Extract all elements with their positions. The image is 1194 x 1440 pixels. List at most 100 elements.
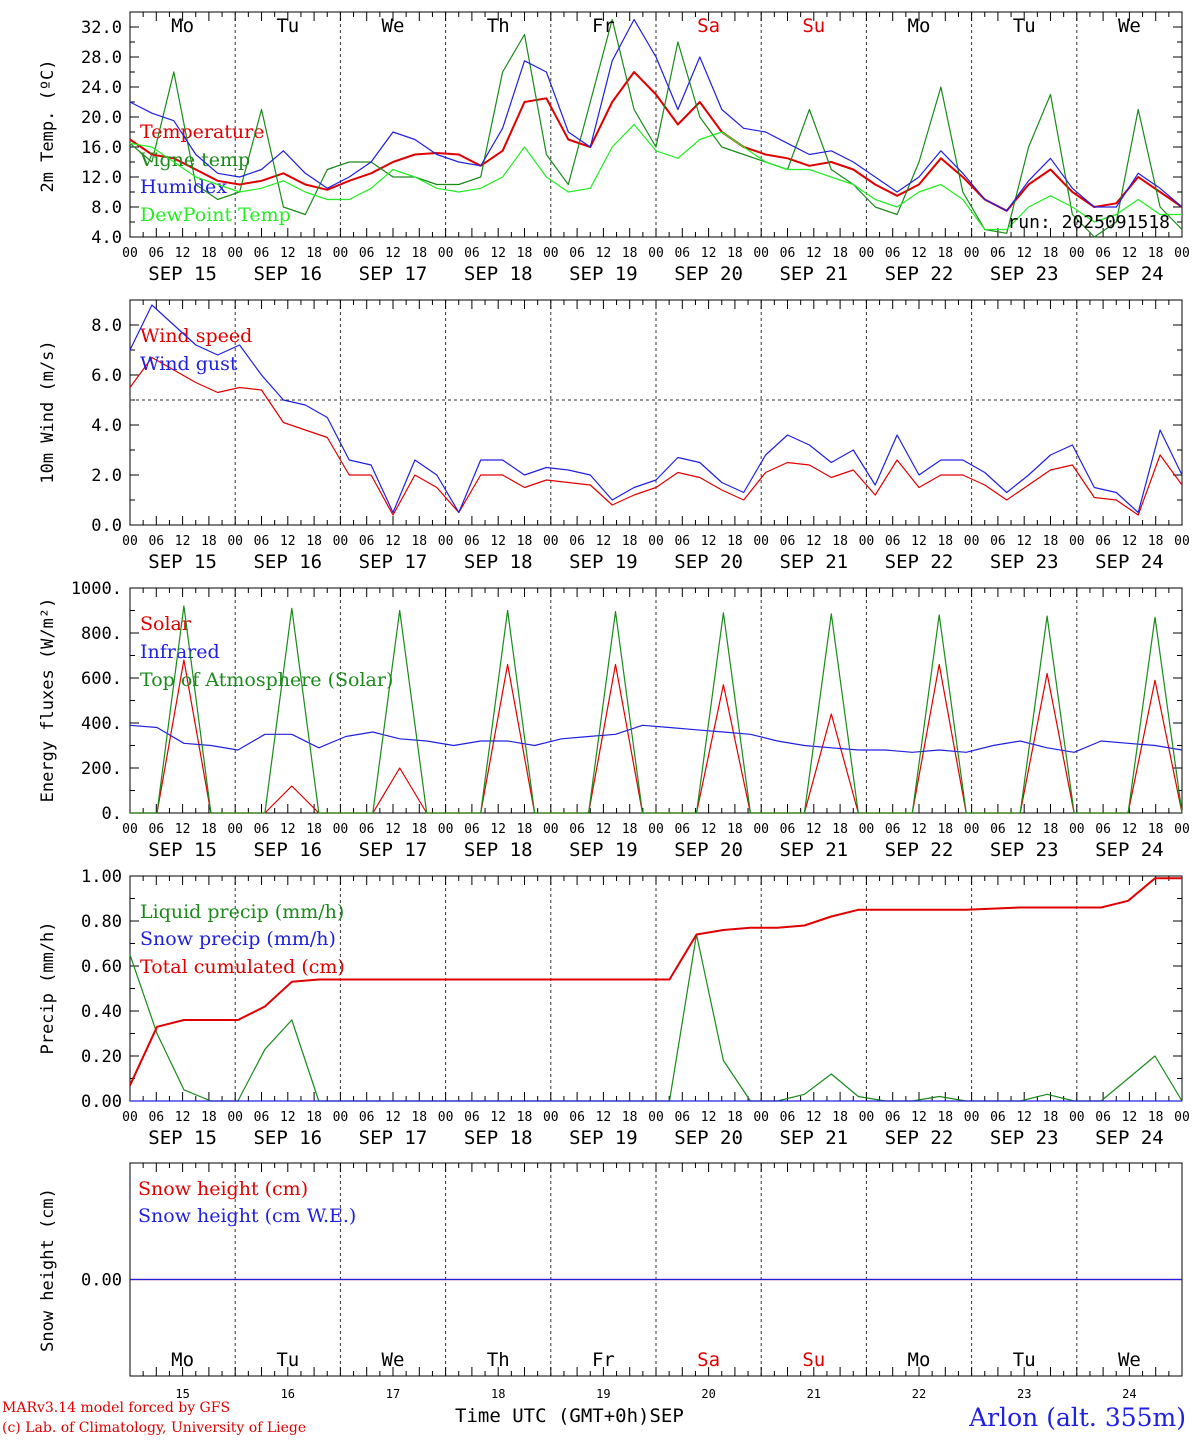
hour-label: 06 [254,822,270,837]
hour-label: 12 [175,1110,191,1125]
day-of-week-label: Mo [908,1349,931,1371]
hour-label: 12 [806,246,822,261]
day-of-week-label: Sa [697,15,720,37]
hour-label: 18 [411,534,427,549]
hour-label: 18 [1148,534,1164,549]
hour-label: 12 [911,246,927,261]
hour-label: 12 [385,534,401,549]
y-tick-label: 4.0 [91,228,122,248]
panel-2: 0.0 2.0 4.0 6.0 8.0 10m Wind (m/s) Wind speed W… [38,299,1190,573]
hour-label: 18 [411,822,427,837]
date-label: SEP 18 [464,263,533,285]
hour-label: 00 [648,246,664,261]
hour-label: 06 [359,1110,375,1125]
time-axis-text: Time UTC (GMT+0h) [455,1405,650,1427]
hour-label: 06 [990,822,1006,837]
hour-label: 18 [306,534,322,549]
date-label: SEP 23 [990,839,1059,861]
hour-label: 06 [464,246,480,261]
hour-label: 06 [990,246,1006,261]
y-axis-title: Snow height (cm) [38,1188,58,1352]
date-label: SEP 19 [569,263,638,285]
hour-label: 06 [885,1110,901,1125]
hour-label: 12 [385,1110,401,1125]
day-number-label: 21 [807,1387,821,1401]
day-number-label: 17 [386,1387,400,1401]
hour-label: 06 [674,1110,690,1125]
hour-label: 18 [622,1110,638,1125]
hour-label: 00 [753,1110,769,1125]
y-tick-label: 200. [81,759,122,779]
panel-4: 0.00 0.20 0.40 0.60 0.80 1.00 Precip (mm/h) Liq… [38,867,1190,1149]
hour-label: 18 [727,822,743,837]
hour-label: 12 [596,534,612,549]
y-tick-label: 8.0 [91,198,122,218]
hour-label: 12 [490,1110,506,1125]
hour-label: 00 [122,822,138,837]
y-tick-label: 16.0 [81,138,122,158]
day-number-label: 19 [596,1387,610,1401]
plot-frame [129,299,1183,526]
hour-label: 18 [622,246,638,261]
hour-label: 00 [438,534,454,549]
legend-label: Solar [140,613,192,635]
hour-label: 06 [464,534,480,549]
hour-label: 00 [1069,1110,1085,1125]
legend-label: Total cumulated (cm) [140,956,345,978]
hour-label: 06 [780,246,796,261]
hour-label: 06 [148,534,164,549]
series-line [129,123,1182,231]
hour-label: 12 [490,246,506,261]
hour-label: 12 [1016,822,1032,837]
hour-label: 00 [1069,246,1085,261]
hour-label: 18 [937,534,953,549]
date-label: SEP 20 [674,263,743,285]
date-label: SEP 15 [148,1127,217,1149]
hour-label: 00 [122,534,138,549]
hour-label: 06 [254,246,270,261]
legend-label: Humidex [140,176,227,198]
hour-label: 12 [596,246,612,261]
y-tick-label: 1.00 [81,867,122,887]
hour-label: 06 [885,246,901,261]
hour-label: 18 [411,246,427,261]
day-of-week-label: Mo [171,1349,194,1371]
hour-label: 12 [911,822,927,837]
hour-label: 06 [885,534,901,549]
hour-label: 06 [780,1110,796,1125]
hour-label: 06 [1095,1110,1111,1125]
hour-label: 18 [306,822,322,837]
day-of-week-label: Mo [171,15,194,37]
hour-label: 18 [201,1110,217,1125]
hour-label: 00 [333,246,349,261]
date-label: SEP 21 [779,263,848,285]
date-label: SEP 21 [779,551,848,573]
hour-label: 00 [753,534,769,549]
y-tick-label: 2.0 [91,466,122,486]
hour-label: 00 [122,246,138,261]
hour-label: 12 [596,822,612,837]
date-label: SEP 22 [885,551,954,573]
hour-label: 00 [227,1110,243,1125]
hour-label: 12 [911,534,927,549]
hour-label: 06 [464,822,480,837]
hour-label: 00 [859,1110,875,1125]
hour-label: 00 [859,534,875,549]
hour-label: 18 [517,246,533,261]
hour-label: 18 [937,1110,953,1125]
hour-label: 00 [438,246,454,261]
date-label: SEP 19 [569,839,638,861]
hour-label: 00 [1069,822,1085,837]
hour-label: 00 [859,246,875,261]
hour-label: 00 [438,822,454,837]
hour-label: 00 [543,534,559,549]
date-label: SEP 16 [253,839,322,861]
day-number-label: 23 [1017,1387,1031,1401]
date-label: SEP 24 [1095,551,1164,573]
y-tick-label: 400. [81,714,122,734]
date-label: SEP 24 [1095,1127,1164,1149]
hour-label: 18 [517,1110,533,1125]
hour-label: 00 [122,1110,138,1125]
y-tick-label: 600. [81,669,122,689]
y-tick-label: 0.80 [81,912,122,932]
